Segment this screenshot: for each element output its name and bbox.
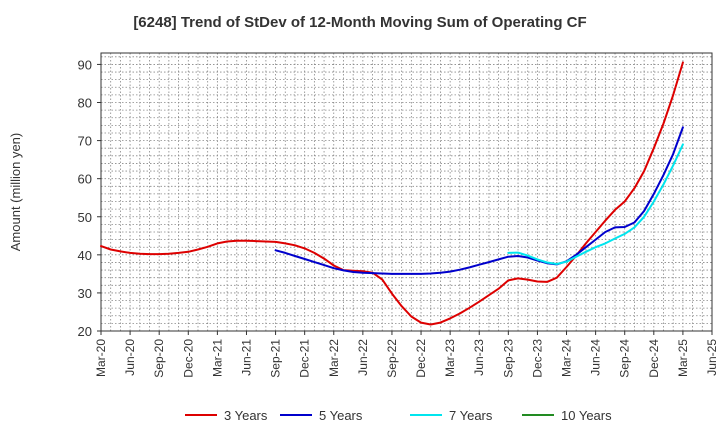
chart-title: [6248] Trend of StDev of 12-Month Moving…	[133, 14, 587, 31]
series-line-5-years	[274, 126, 684, 275]
x-tick-label: Dec-20	[181, 339, 195, 378]
x-tick-label: Dec-23	[530, 339, 544, 378]
legend-item: 10 Years	[522, 408, 612, 423]
series-line-7-years	[507, 143, 684, 265]
y-tick-label: 50	[78, 210, 92, 225]
y-tick-label: 90	[78, 57, 92, 72]
y-tick-label: 80	[78, 96, 92, 111]
x-tick-label: Sep-21	[269, 339, 283, 378]
x-tick-label: Sep-23	[501, 339, 515, 378]
y-axis-label: Amount (million yen)	[8, 133, 23, 252]
x-tick-label: Mar-23	[443, 339, 457, 377]
x-tick-label: Jun-24	[589, 339, 603, 376]
x-tick-label: Sep-20	[152, 339, 166, 378]
x-tick-label: Mar-21	[210, 339, 224, 377]
x-tick-label: Dec-24	[647, 339, 661, 378]
x-tick-label: Jun-21	[239, 339, 253, 376]
legend-label: 5 Years	[319, 408, 363, 423]
x-tick-label: Mar-20	[94, 339, 108, 377]
series-line-3-years	[100, 61, 684, 326]
legend-item: 3 Years	[185, 408, 268, 423]
legend-item: 5 Years	[280, 408, 363, 423]
x-tick-label: Mar-25	[676, 339, 690, 377]
x-tick-label: Mar-24	[560, 339, 574, 377]
x-tick-label: Dec-22	[414, 339, 428, 378]
legend-label: 3 Years	[224, 408, 268, 423]
y-tick-label: 60	[78, 172, 92, 187]
x-tick-label: Dec-21	[298, 339, 312, 378]
x-tick-label: Sep-22	[385, 339, 399, 378]
x-tick-label: Mar-22	[327, 339, 341, 377]
y-tick-label: 40	[78, 248, 92, 263]
x-tick-label: Jun-20	[123, 339, 137, 376]
x-tick-label: Jun-25	[705, 339, 719, 376]
x-tick-label: Jun-22	[356, 339, 370, 376]
x-tick-label: Jun-23	[472, 339, 486, 376]
y-tick-label: 70	[78, 134, 92, 149]
x-tick-label: Sep-24	[618, 339, 632, 378]
legend-label: 7 Years	[449, 408, 493, 423]
y-tick-label: 20	[78, 324, 92, 339]
legend-item: 7 Years	[410, 408, 493, 423]
y-tick-label: 30	[78, 286, 92, 301]
plot-frame	[100, 52, 713, 332]
plot-area	[101, 53, 712, 331]
legend-label: 10 Years	[561, 408, 612, 423]
